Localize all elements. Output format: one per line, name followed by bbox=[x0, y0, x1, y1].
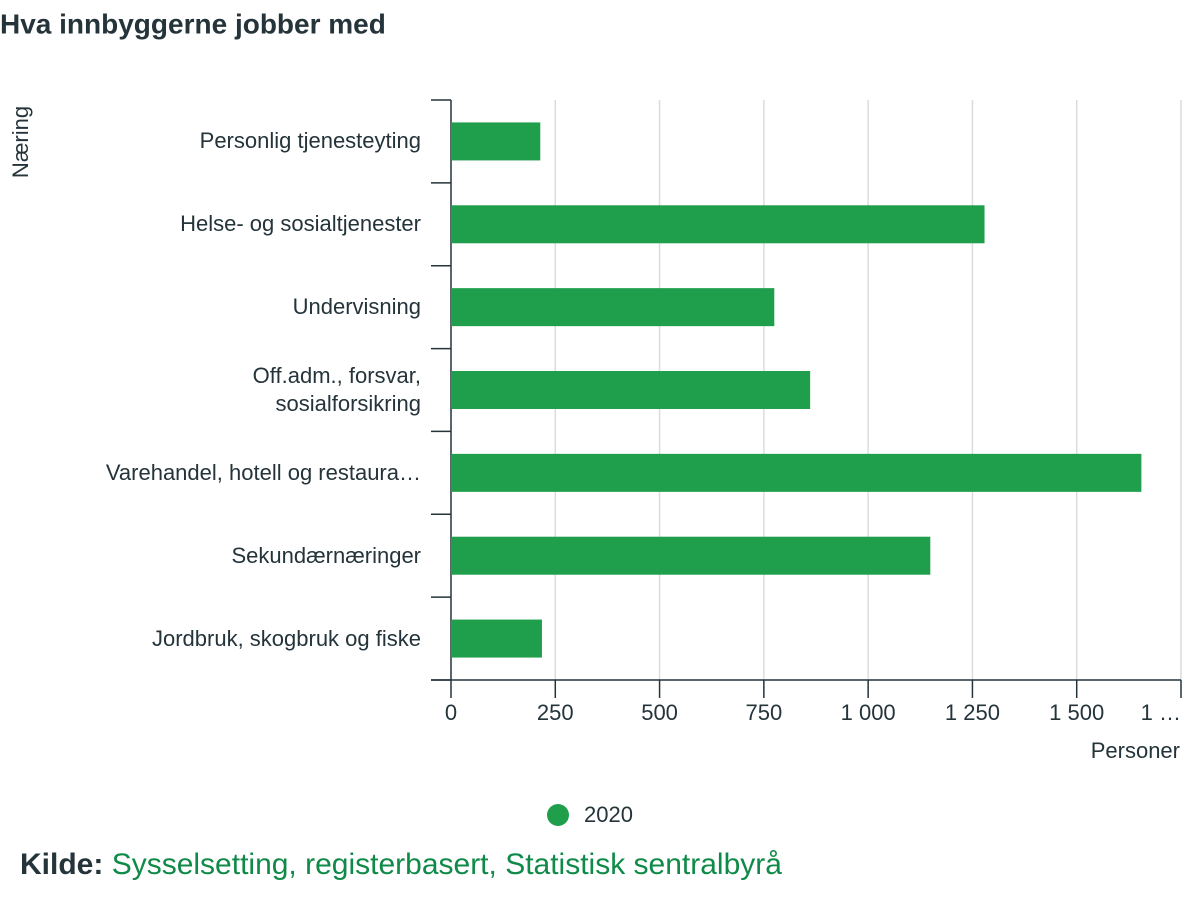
y-tick-label: Undervisning bbox=[292, 294, 421, 320]
bar bbox=[451, 288, 775, 327]
source-link[interactable]: Sysselsetting, registerbasert, Statistis… bbox=[111, 848, 782, 881]
y-tick-label: Off.adm., forsvar, sosialforsikring bbox=[252, 363, 421, 416]
x-tick-label: 1 500 bbox=[1049, 700, 1104, 725]
x-tick-label: 750 bbox=[745, 700, 782, 725]
y-tick-label: Jordbruk, skogbruk og fiske bbox=[151, 625, 421, 651]
bar bbox=[451, 619, 542, 658]
bar bbox=[451, 536, 931, 575]
x-tick-label: 1 … bbox=[1141, 700, 1181, 725]
x-axis-title: Personer bbox=[1091, 738, 1180, 763]
x-tick-label: 500 bbox=[641, 700, 678, 725]
bar bbox=[451, 371, 811, 409]
x-tick-label: 1 250 bbox=[945, 700, 1000, 725]
bar bbox=[451, 205, 985, 244]
x-tick-label: 250 bbox=[537, 700, 574, 725]
y-tick-label: Varehandel, hotell og restaura… bbox=[105, 459, 421, 485]
x-tick-label: 1 000 bbox=[841, 700, 896, 725]
x-tick-label: 0 bbox=[445, 700, 457, 725]
bar bbox=[451, 122, 541, 161]
bar bbox=[451, 453, 1142, 492]
source-label: Kilde: bbox=[20, 848, 104, 881]
y-axis-title: Næring bbox=[8, 106, 33, 178]
y-tick-label: Personlig tjenesteyting bbox=[199, 128, 421, 154]
chart-title: Hva innbyggerne jobber med bbox=[0, 8, 386, 39]
y-tick-label: Helse- og sosialtjenester bbox=[180, 211, 421, 237]
legend-marker bbox=[547, 804, 569, 826]
source: Kilde: Sysselsetting, registerbasert, St… bbox=[20, 848, 782, 882]
legend-label: 2020 bbox=[584, 802, 633, 827]
y-tick-label: Sekundærnæringer bbox=[231, 542, 421, 568]
